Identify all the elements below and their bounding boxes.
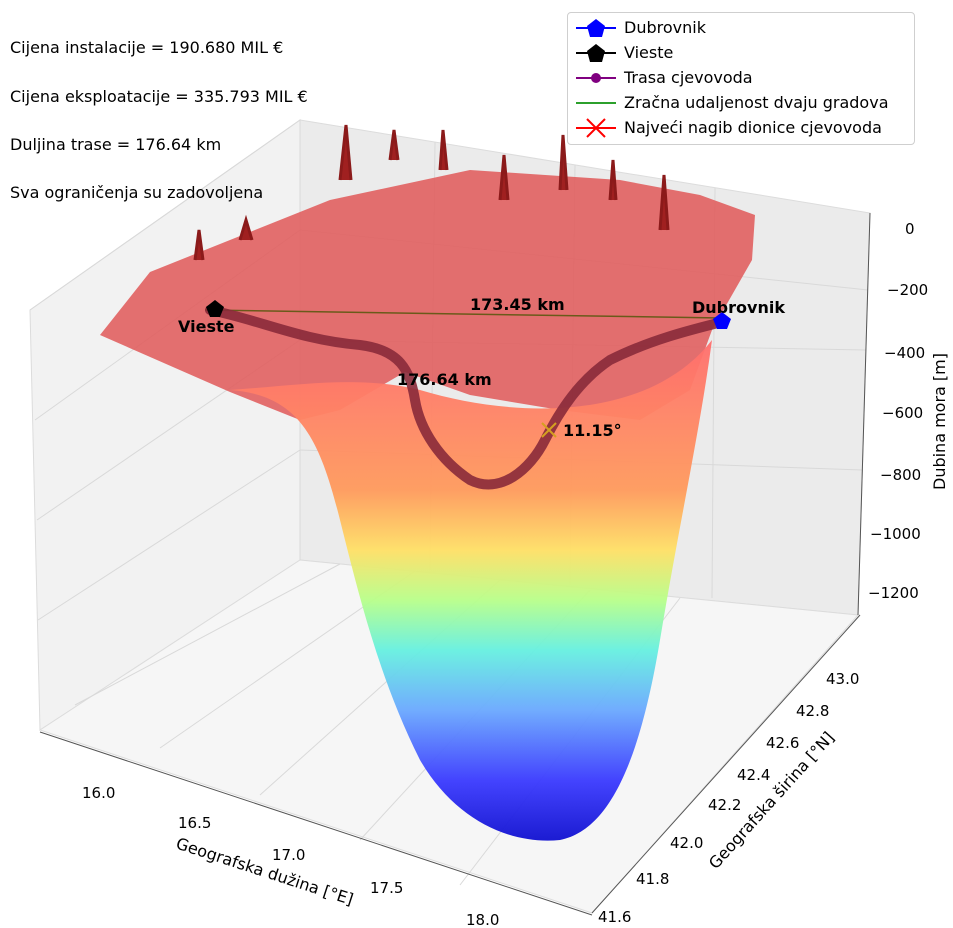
legend-item-air-distance: Zračna udaljenost dvaju gradova [568, 92, 914, 114]
vieste-marker [206, 300, 224, 317]
green-line-icon [576, 102, 616, 104]
y-tick-label: 41.6 [598, 908, 631, 926]
pentagon-black-icon [576, 44, 616, 62]
legend-label: Dubrovnik [624, 18, 706, 37]
label-air-distance: 173.45 km [470, 295, 565, 314]
x-axis-label: Geografska dužina [°E] [174, 834, 356, 909]
legend-item-dubrovnik: Dubrovnik [568, 17, 914, 39]
constraints-text: Sva ograničenja su zadovoljena [10, 183, 264, 202]
z-axis-label: Dubina mora [m] [930, 353, 949, 490]
route-length-text: Duljina trase = 176.64 km [10, 135, 222, 154]
y-ticks: 41.6 41.8 42.0 42.2 42.4 42.6 42.8 43.0 [598, 670, 859, 926]
dubrovnik-marker [713, 312, 731, 329]
z-ticks: 0 −200 −400 −600 −800 −1000 −1200 [868, 220, 928, 602]
y-tick-label: 43.0 [826, 670, 859, 688]
label-vieste: Vieste [178, 317, 235, 336]
y-tick-label: 42.6 [766, 734, 799, 752]
operating-cost-text: Cijena eksploatacije = 335.793 MIL € [10, 87, 308, 106]
surface-peaks [193, 124, 670, 261]
x-ticks: 16.0 16.5 17.0 17.5 18.0 [82, 784, 499, 928]
z-tick-label: −200 [887, 281, 928, 299]
line-dot-icon [576, 73, 616, 83]
label-route-length: 176.64 km [397, 370, 492, 389]
legend-item-vieste: Vieste [568, 42, 914, 64]
pentagon-blue-icon [576, 19, 616, 37]
x-marker-icon [576, 118, 616, 138]
y-tick-label: 42.2 [708, 796, 741, 814]
x-tick-label: 18.0 [466, 911, 499, 928]
z-tick-label: 0 [905, 220, 915, 238]
legend-label: Vieste [624, 43, 674, 62]
z-tick-label: −600 [882, 404, 923, 422]
z-tick-label: −800 [880, 466, 921, 484]
label-max-slope: 11.15° [563, 421, 622, 440]
legend: Dubrovnik Vieste Trasa cjevovoda Zračna … [567, 12, 915, 145]
y-tick-label: 42.0 [670, 834, 703, 852]
y-tick-label: 42.4 [737, 766, 770, 784]
x-tick-label: 16.5 [178, 814, 211, 832]
z-axis-line [857, 212, 871, 616]
label-dubrovnik: Dubrovnik [692, 298, 785, 317]
legend-label: Trasa cjevovoda [624, 68, 753, 87]
y-axis-line [591, 614, 861, 914]
install-cost-text: Cijena instalacije = 190.680 MIL € [10, 38, 284, 57]
x-tick-label: 17.5 [370, 879, 403, 897]
x-tick-label: 16.0 [82, 784, 115, 802]
y-tick-label: 41.8 [636, 870, 669, 888]
legend-label: Najveći nagib dionice cjevovoda [624, 118, 882, 137]
z-tick-label: −1000 [870, 525, 921, 543]
pipeline-route [205, 305, 727, 490]
air-distance-line [204, 309, 723, 319]
max-slope-marker [541, 422, 557, 438]
bathymetry-surface [100, 124, 755, 841]
x-axis-line [39, 731, 593, 916]
z-tick-label: −1200 [868, 584, 919, 602]
legend-item-max-slope: Najveći nagib dionice cjevovoda [568, 117, 914, 139]
surface-shelf [100, 170, 755, 420]
legend-item-route: Trasa cjevovoda [568, 67, 914, 89]
y-tick-label: 42.8 [796, 702, 829, 720]
z-tick-label: −400 [884, 344, 925, 362]
x-tick-label: 17.0 [272, 846, 305, 864]
surface-basin [230, 340, 712, 841]
legend-label: Zračna udaljenost dvaju gradova [624, 93, 889, 112]
